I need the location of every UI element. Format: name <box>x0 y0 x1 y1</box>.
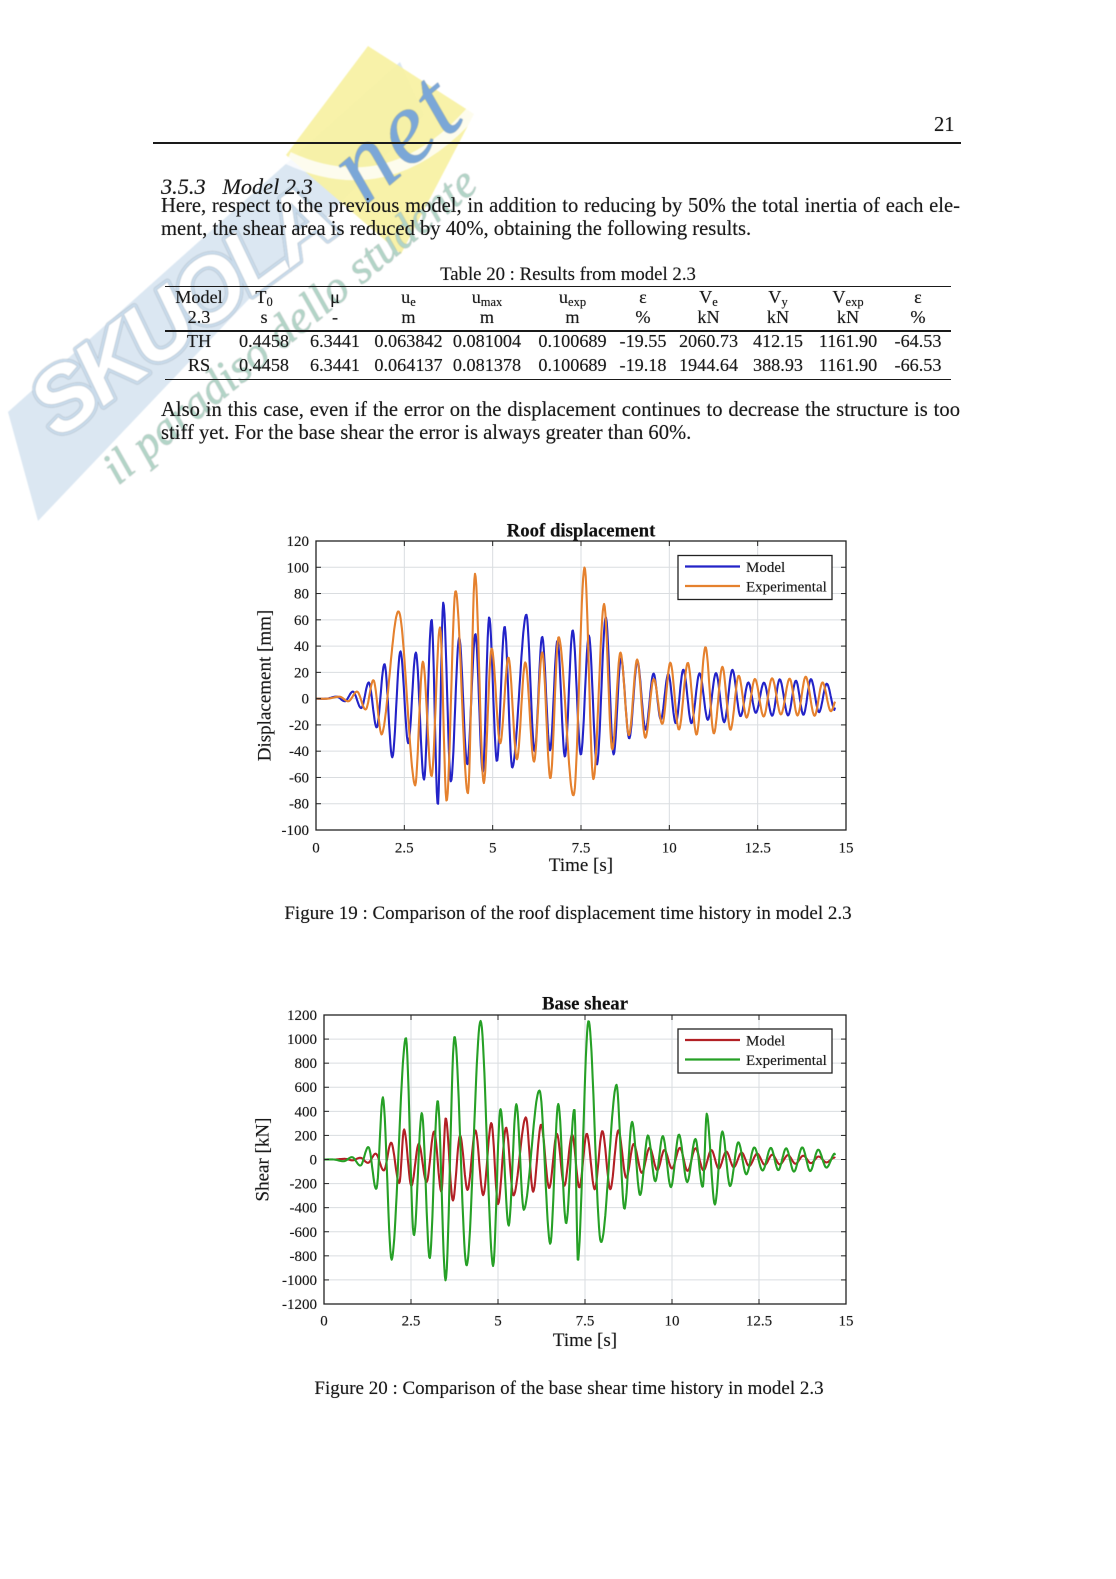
svg-text:2.5: 2.5 <box>402 1314 421 1330</box>
svg-text:60: 60 <box>294 613 309 629</box>
svg-text:-800: -800 <box>290 1249 318 1265</box>
svg-text:120: 120 <box>287 534 310 550</box>
svg-text:-40: -40 <box>289 744 309 760</box>
svg-text:7.5: 7.5 <box>572 841 591 857</box>
svg-text:Time [s]: Time [s] <box>549 855 613 876</box>
svg-text:15: 15 <box>839 841 854 857</box>
svg-text:Time [s]: Time [s] <box>553 1330 617 1351</box>
svg-text:1200: 1200 <box>287 1008 317 1024</box>
svg-text:0: 0 <box>310 1153 318 1169</box>
svg-text:-100: -100 <box>282 823 310 839</box>
svg-text:Roof displacement: Roof displacement <box>507 521 656 542</box>
svg-text:-200: -200 <box>290 1177 318 1193</box>
svg-text:1000: 1000 <box>287 1032 317 1048</box>
svg-text:Model: Model <box>746 560 785 576</box>
svg-text:2.5: 2.5 <box>395 841 414 857</box>
svg-text:10: 10 <box>665 1314 680 1330</box>
svg-text:80: 80 <box>294 587 309 603</box>
svg-text:Displacement [mm]: Displacement [mm] <box>254 610 275 761</box>
svg-text:12.5: 12.5 <box>746 1314 772 1330</box>
svg-text:7.5: 7.5 <box>576 1314 595 1330</box>
svg-text:40: 40 <box>294 639 309 655</box>
svg-text:0: 0 <box>302 692 310 708</box>
svg-text:-80: -80 <box>289 797 309 813</box>
svg-text:0: 0 <box>312 841 320 857</box>
svg-text:12.5: 12.5 <box>745 841 771 857</box>
svg-text:-20: -20 <box>289 718 309 734</box>
svg-text:5: 5 <box>489 841 497 857</box>
svg-text:Base shear: Base shear <box>542 994 628 1015</box>
svg-text:600: 600 <box>295 1080 318 1096</box>
svg-text:Experimental: Experimental <box>746 580 827 596</box>
svg-text:Experimental: Experimental <box>746 1053 827 1069</box>
svg-text:10: 10 <box>662 841 677 857</box>
svg-text:-60: -60 <box>289 771 309 787</box>
svg-text:-1000: -1000 <box>282 1273 317 1289</box>
svg-text:Shear [kN]: Shear [kN] <box>252 1118 273 1202</box>
svg-text:100: 100 <box>287 560 310 576</box>
svg-text:-400: -400 <box>290 1201 318 1217</box>
svg-text:0: 0 <box>320 1314 328 1330</box>
svg-text:800: 800 <box>295 1056 318 1072</box>
svg-text:200: 200 <box>295 1128 318 1144</box>
svg-text:400: 400 <box>295 1104 318 1120</box>
svg-text:-1200: -1200 <box>282 1297 317 1313</box>
svg-text:-600: -600 <box>290 1225 318 1241</box>
svg-text:Model: Model <box>746 1034 785 1050</box>
svg-text:20: 20 <box>294 665 309 681</box>
svg-text:5: 5 <box>494 1314 502 1330</box>
svg-text:15: 15 <box>839 1314 854 1330</box>
